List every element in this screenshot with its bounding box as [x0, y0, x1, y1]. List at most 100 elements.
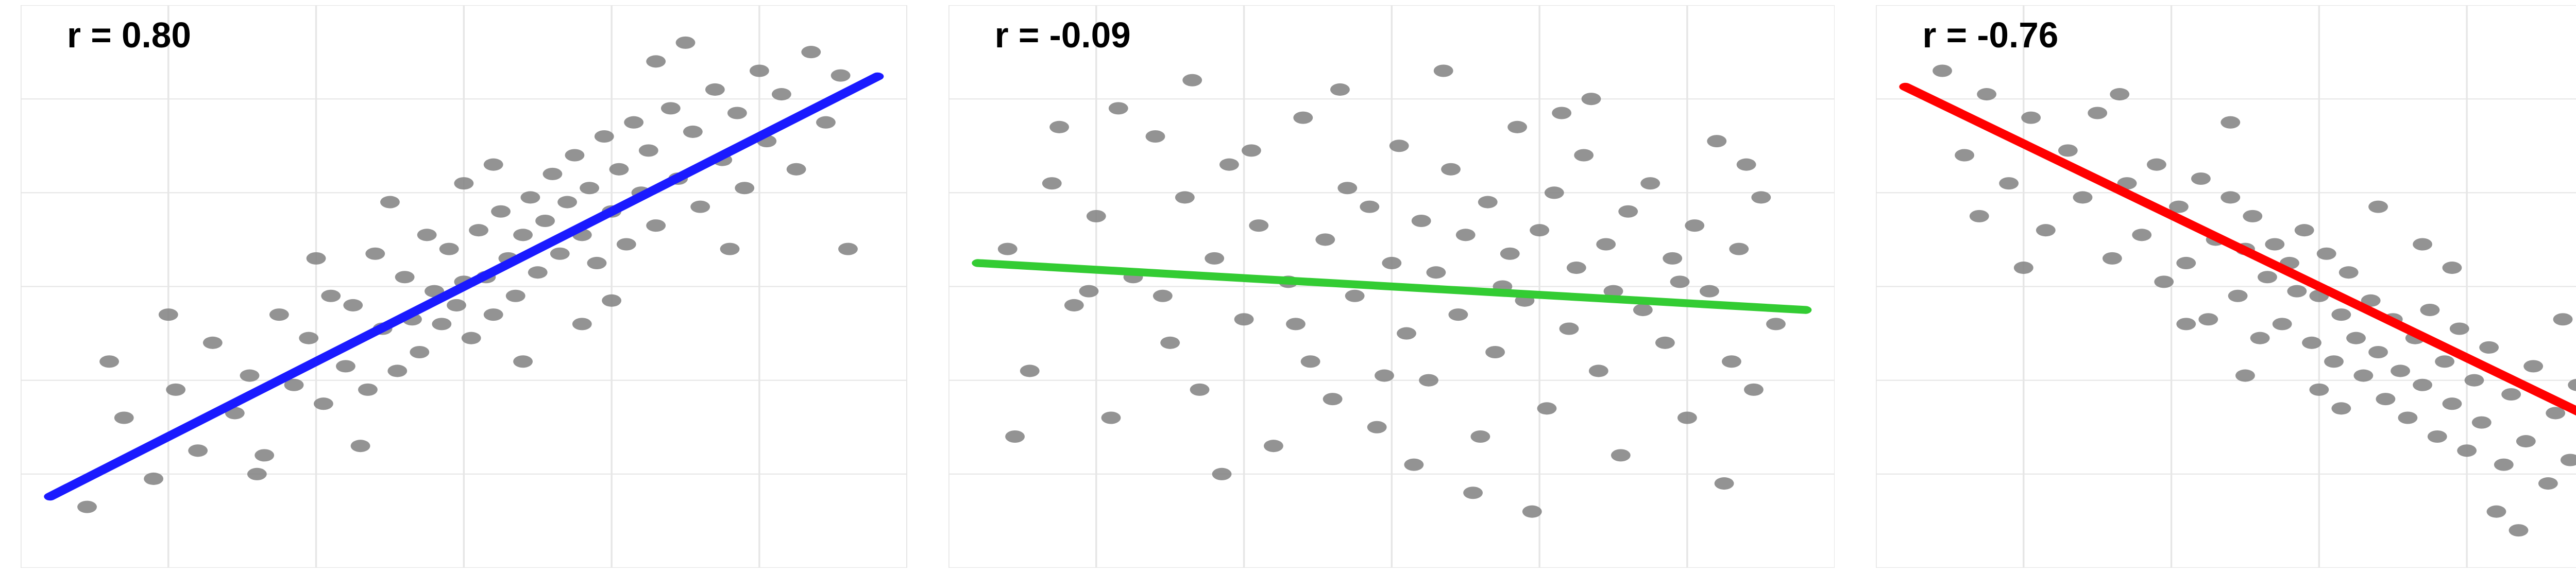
- data-point: [144, 473, 163, 485]
- data-point: [1242, 144, 1261, 157]
- data-point: [1522, 506, 1542, 518]
- data-point: [1633, 304, 1653, 316]
- data-point: [1160, 337, 1180, 349]
- data-point: [2516, 435, 2536, 447]
- data-point: [1330, 83, 1350, 96]
- data-point: [1955, 149, 1974, 161]
- data-point: [1212, 468, 1231, 480]
- data-point: [159, 308, 178, 321]
- data-point: [1766, 318, 1786, 330]
- scatter-points: [77, 37, 858, 513]
- data-point: [1618, 205, 1638, 218]
- data-point: [1448, 308, 1468, 321]
- data-point: [1589, 364, 1608, 377]
- data-point: [1426, 266, 1446, 279]
- data-point: [432, 318, 451, 330]
- data-point: [1677, 412, 1697, 424]
- plot-area: r = 0.80: [21, 5, 907, 568]
- data-point: [439, 243, 459, 255]
- data-point: [454, 177, 473, 189]
- data-point: [1205, 252, 1224, 265]
- data-point: [1101, 412, 1121, 424]
- data-point: [2110, 88, 2130, 100]
- data-point: [2339, 266, 2359, 279]
- data-point: [1020, 364, 1039, 377]
- data-point: [2428, 430, 2447, 443]
- data-point: [410, 346, 429, 358]
- data-point: [2302, 337, 2321, 349]
- data-point: [417, 229, 437, 241]
- plot-svg: [1876, 5, 2576, 568]
- data-point: [358, 384, 378, 396]
- data-point: [2472, 416, 2492, 429]
- data-point: [491, 205, 511, 218]
- data-point: [565, 149, 584, 161]
- plot-area: r = -0.76: [1876, 5, 2576, 568]
- data-point: [1153, 290, 1173, 302]
- data-point: [2524, 360, 2544, 372]
- data-point: [1190, 384, 1209, 396]
- data-point: [572, 318, 592, 330]
- data-point: [2258, 271, 2277, 283]
- data-point: [1315, 233, 1335, 246]
- data-point: [1478, 196, 1497, 209]
- data-point: [2465, 374, 2484, 387]
- data-point: [2273, 318, 2292, 330]
- data-point: [166, 384, 185, 396]
- data-point: [602, 294, 621, 307]
- data-point: [1470, 430, 1490, 443]
- data-point: [550, 248, 570, 260]
- data-point: [1574, 149, 1594, 161]
- data-point: [1700, 285, 1719, 298]
- data-point: [1655, 337, 1675, 349]
- data-point: [1433, 64, 1453, 77]
- data-point: [1999, 177, 2019, 189]
- data-point: [447, 299, 466, 311]
- data-point: [1345, 290, 1364, 302]
- data-point: [469, 224, 488, 236]
- data-point: [690, 201, 710, 213]
- data-point: [1049, 121, 1069, 133]
- data-point: [2509, 524, 2529, 536]
- data-point: [1087, 210, 1106, 222]
- data-point: [528, 266, 548, 279]
- scatter-points: [1933, 64, 2576, 536]
- data-point: [240, 370, 260, 382]
- data-point: [1714, 477, 1734, 490]
- data-point: [387, 364, 407, 377]
- data-point: [2199, 313, 2218, 325]
- data-point: [380, 196, 400, 209]
- data-point: [1234, 313, 1253, 325]
- data-point: [2443, 397, 2462, 410]
- data-point: [462, 332, 481, 344]
- data-point: [2443, 262, 2462, 274]
- data-point: [750, 64, 769, 77]
- data-point: [2132, 229, 2152, 241]
- data-point: [595, 130, 614, 143]
- data-point: [1537, 402, 1556, 414]
- data-point: [203, 337, 223, 349]
- data-point: [2155, 275, 2174, 288]
- data-point: [2332, 402, 2351, 414]
- data-point: [2221, 191, 2241, 203]
- data-point: [2332, 308, 2351, 321]
- data-point: [1337, 182, 1357, 194]
- data-point: [1567, 262, 1586, 274]
- data-point: [772, 88, 791, 100]
- data-point: [506, 290, 526, 302]
- data-point: [2398, 412, 2418, 424]
- data-point: [1707, 135, 1726, 147]
- data-point: [587, 257, 607, 269]
- data-point: [2553, 313, 2573, 325]
- data-point: [2036, 224, 2056, 236]
- data-point: [787, 163, 806, 176]
- data-point: [2177, 318, 2196, 330]
- data-point: [997, 243, 1017, 255]
- data-point: [1404, 459, 1423, 471]
- data-point: [343, 299, 363, 311]
- data-point: [609, 163, 629, 176]
- data-point: [617, 238, 636, 251]
- data-point: [1545, 186, 1564, 199]
- data-point: [307, 252, 326, 265]
- data-point: [831, 70, 851, 82]
